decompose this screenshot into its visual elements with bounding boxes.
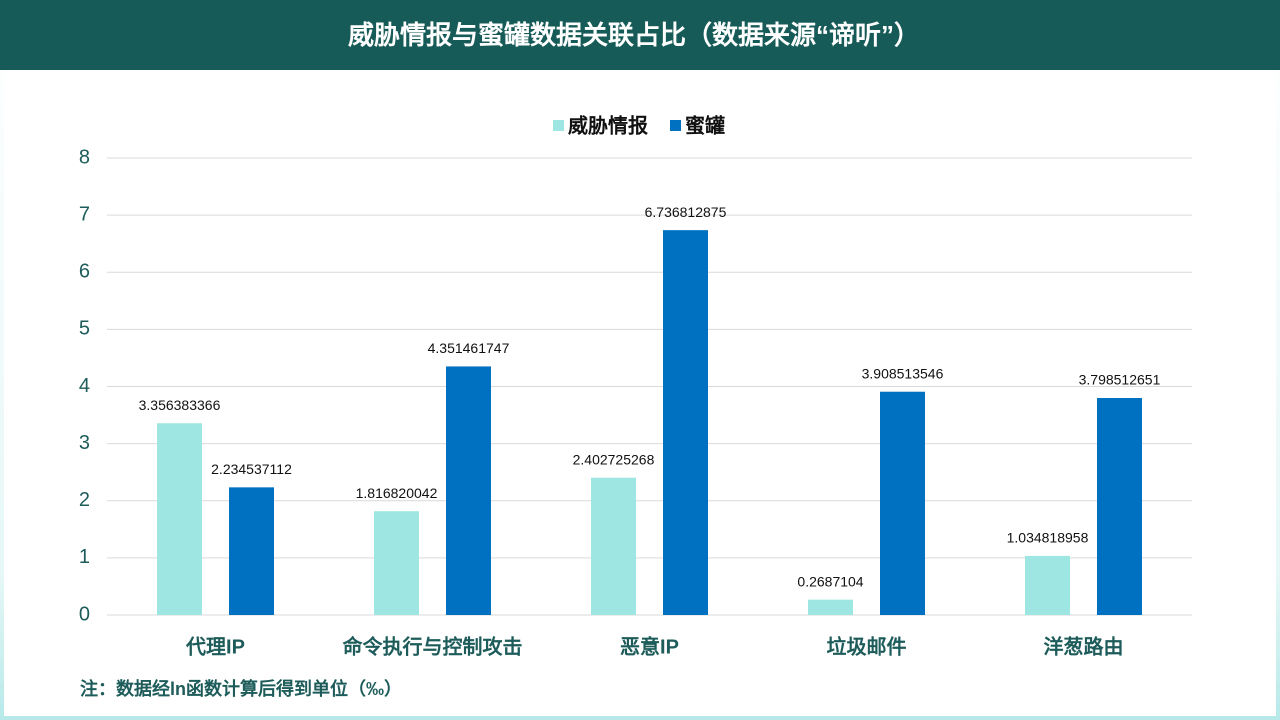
y-tick-label: 5 xyxy=(79,318,90,340)
x-tick-label: 垃圾邮件 xyxy=(827,634,907,658)
y-tick-label: 3 xyxy=(79,432,90,454)
bar xyxy=(1025,555,1070,615)
footnote: 注：数据经ln函数计算后得到单位（‰） xyxy=(80,678,402,699)
x-tick-label: 命令执行与控制攻击 xyxy=(343,634,523,658)
x-tick-label: 洋葱路由 xyxy=(1044,634,1124,658)
bar xyxy=(591,477,636,615)
data-label: 1.816820042 xyxy=(356,485,438,501)
data-label: 4.351461747 xyxy=(428,340,510,356)
bar xyxy=(808,599,853,615)
data-label: 0.2687104 xyxy=(797,573,863,589)
legend-swatch xyxy=(670,120,681,131)
bar xyxy=(446,366,491,615)
x-tick-label: 恶意IP xyxy=(620,634,679,658)
data-label: 2.402725268 xyxy=(573,451,655,467)
legend-label: 威胁情报 xyxy=(568,113,648,137)
y-tick-label: 6 xyxy=(79,261,90,283)
chart-title: 威胁情报与蜜罐数据关联占比（数据来源“谛听”） xyxy=(348,20,920,50)
bar xyxy=(157,423,202,615)
y-tick-label: 2 xyxy=(79,489,90,511)
data-label: 1.034818958 xyxy=(1007,530,1089,546)
data-label: 3.798512651 xyxy=(1079,372,1161,388)
bar xyxy=(880,391,925,615)
header-bar xyxy=(0,0,1280,70)
legend-label: 蜜罐 xyxy=(685,113,725,137)
bar xyxy=(663,230,708,616)
bar xyxy=(229,487,274,615)
y-tick-label: 4 xyxy=(79,375,90,397)
y-tick-label: 1 xyxy=(79,546,90,568)
data-label: 3.908513546 xyxy=(862,365,944,381)
bar xyxy=(1097,398,1142,615)
data-label: 3.356383366 xyxy=(139,397,221,413)
bar xyxy=(374,511,419,615)
data-label: 2.234537112 xyxy=(211,461,292,477)
data-label: 6.736812875 xyxy=(645,204,727,220)
y-tick-label: 0 xyxy=(79,603,90,625)
y-tick-label: 8 xyxy=(79,146,90,168)
y-tick-label: 7 xyxy=(79,203,90,225)
x-tick-label: 代理IP xyxy=(185,635,245,658)
legend-swatch xyxy=(553,120,564,131)
